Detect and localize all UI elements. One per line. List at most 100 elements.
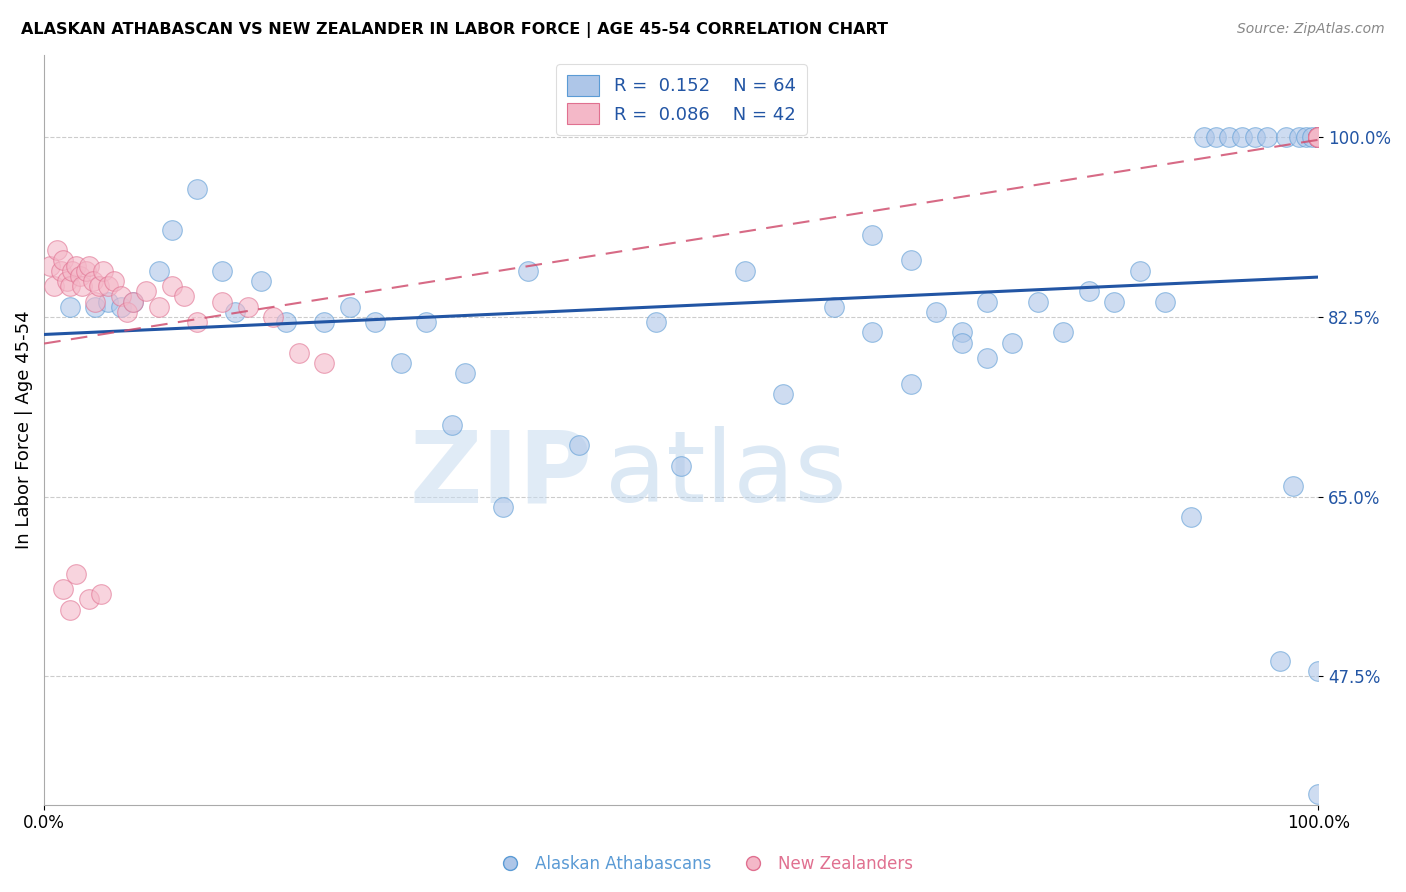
- Point: [517, 264, 540, 278]
- Point: [440, 417, 463, 432]
- Point: [58, 602, 80, 616]
- Point: [97, 279, 120, 293]
- Point: [1026, 294, 1049, 309]
- Point: [1218, 130, 1240, 145]
- Point: [1104, 294, 1126, 309]
- Point: [314, 356, 336, 370]
- Point: [1308, 130, 1330, 145]
- Point: [1052, 326, 1074, 340]
- Point: [389, 356, 412, 370]
- Text: ZIP: ZIP: [409, 426, 592, 524]
- Point: [950, 326, 973, 340]
- Legend: Alaskan Athabascans, New Zealanders: Alaskan Athabascans, New Zealanders: [486, 848, 920, 880]
- Point: [91, 264, 114, 278]
- Point: [84, 300, 107, 314]
- Point: [860, 326, 883, 340]
- Point: [1180, 510, 1202, 524]
- Point: [1308, 130, 1330, 145]
- Point: [1308, 130, 1330, 145]
- Point: [1308, 130, 1330, 145]
- Point: [925, 305, 948, 319]
- Point: [160, 279, 183, 293]
- Point: [1001, 335, 1024, 350]
- Point: [45, 244, 67, 258]
- Point: [84, 294, 107, 309]
- Point: [415, 315, 437, 329]
- Point: [262, 310, 284, 324]
- Point: [453, 367, 475, 381]
- Point: [1230, 130, 1253, 145]
- Point: [1205, 130, 1227, 145]
- Point: [1129, 264, 1152, 278]
- Point: [103, 274, 125, 288]
- Point: [97, 294, 120, 309]
- Point: [135, 285, 157, 299]
- Legend: R =  0.152    N = 64, R =  0.086    N = 42: R = 0.152 N = 64, R = 0.086 N = 42: [555, 64, 807, 135]
- Point: [211, 264, 233, 278]
- Point: [186, 315, 208, 329]
- Point: [56, 274, 79, 288]
- Point: [568, 438, 591, 452]
- Point: [1077, 285, 1099, 299]
- Point: [122, 294, 145, 309]
- Point: [69, 268, 91, 283]
- Point: [900, 253, 922, 268]
- Text: ALASKAN ATHABASCAN VS NEW ZEALANDER IN LABOR FORCE | AGE 45-54 CORRELATION CHART: ALASKAN ATHABASCAN VS NEW ZEALANDER IN L…: [21, 22, 889, 38]
- Point: [1308, 130, 1330, 145]
- Point: [1256, 130, 1278, 145]
- Point: [44, 279, 66, 293]
- Point: [122, 294, 145, 309]
- Point: [1308, 130, 1330, 145]
- Point: [314, 315, 336, 329]
- Point: [148, 264, 170, 278]
- Point: [236, 300, 259, 314]
- Point: [976, 294, 998, 309]
- Point: [173, 289, 195, 303]
- Point: [160, 222, 183, 236]
- Point: [110, 300, 132, 314]
- Point: [49, 264, 72, 278]
- Point: [249, 274, 271, 288]
- Point: [1301, 130, 1323, 145]
- Point: [1275, 130, 1298, 145]
- Point: [1281, 479, 1303, 493]
- Point: [211, 294, 233, 309]
- Point: [58, 279, 80, 293]
- Point: [644, 315, 666, 329]
- Point: [364, 315, 387, 329]
- Point: [276, 315, 298, 329]
- Point: [823, 300, 845, 314]
- Point: [65, 566, 87, 581]
- Point: [1308, 130, 1330, 145]
- Point: [1308, 664, 1330, 678]
- Point: [339, 300, 361, 314]
- Point: [669, 458, 692, 473]
- Text: atlas: atlas: [605, 426, 846, 524]
- Point: [492, 500, 515, 514]
- Point: [288, 346, 311, 360]
- Point: [1192, 130, 1215, 145]
- Point: [52, 253, 75, 268]
- Point: [39, 259, 62, 273]
- Point: [186, 181, 208, 195]
- Point: [65, 259, 87, 273]
- Point: [1295, 130, 1317, 145]
- Point: [60, 264, 83, 278]
- Point: [115, 305, 138, 319]
- Point: [77, 592, 100, 607]
- Point: [1308, 130, 1330, 145]
- Point: [52, 582, 75, 596]
- Point: [1308, 788, 1330, 802]
- Point: [77, 259, 100, 273]
- Point: [224, 305, 246, 319]
- Point: [82, 274, 104, 288]
- Point: [734, 264, 756, 278]
- Point: [90, 587, 112, 601]
- Y-axis label: In Labor Force | Age 45-54: In Labor Force | Age 45-54: [15, 310, 32, 549]
- Point: [87, 279, 110, 293]
- Point: [976, 351, 998, 365]
- Point: [950, 335, 973, 350]
- Text: Source: ZipAtlas.com: Source: ZipAtlas.com: [1237, 22, 1385, 37]
- Point: [1308, 130, 1330, 145]
- Point: [58, 300, 80, 314]
